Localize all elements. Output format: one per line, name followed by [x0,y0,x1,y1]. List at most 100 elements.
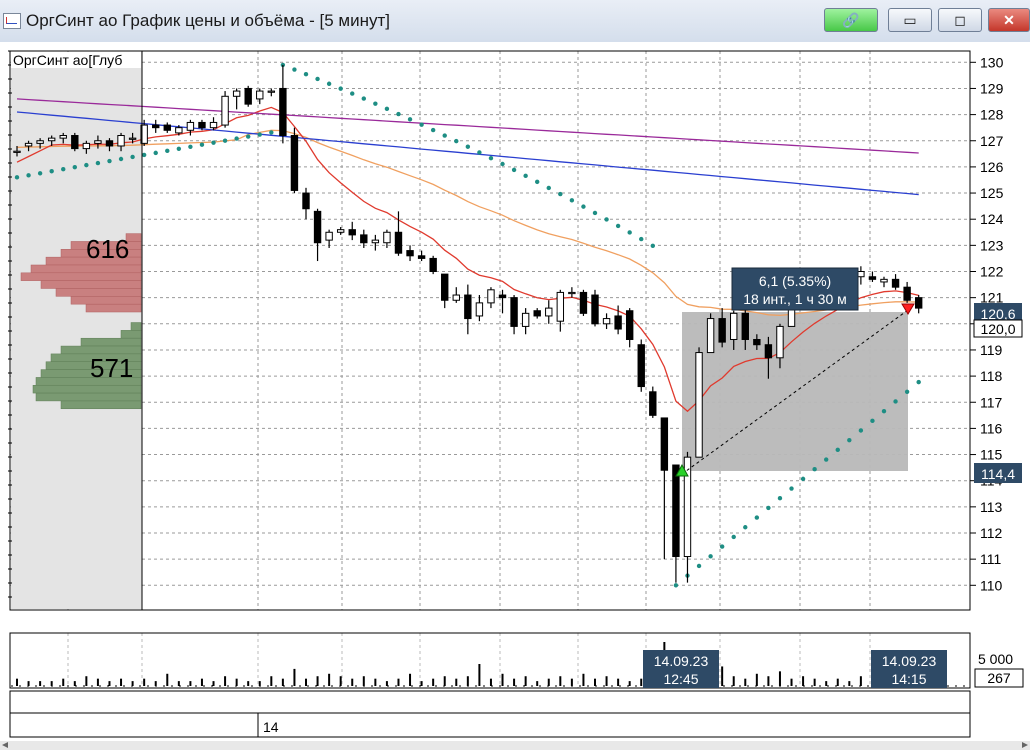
date-label: 14 [263,719,279,735]
sar-dot [558,191,563,197]
sar-dot [407,117,413,122]
sar-dot [592,210,598,216]
y-tick-label: 124 [980,211,1004,227]
candle-body [730,312,738,340]
candle-body [209,121,218,129]
candle-body [718,318,726,343]
sar-dot [141,152,147,158]
sar-dot [442,133,447,138]
sar-dot [257,132,262,137]
candle-body [510,297,518,327]
sar-dot [777,496,783,501]
sar-dot [361,96,366,101]
candle-body [383,231,391,244]
candle-body [741,312,749,340]
sar-dot [673,583,679,588]
candle-body [371,239,380,244]
sar-dot [49,169,54,174]
candle-body [267,90,276,93]
candle-body [429,257,437,273]
window-title: ОргСинт ао График цены и объёма - [5 мин… [26,11,390,30]
sar-dot [118,156,124,162]
price-label-top [974,303,1022,323]
y-tick-label: 111 [980,551,1001,567]
candle-body [360,234,368,244]
sar-dot [696,563,702,569]
price-volume-chart[interactable]: 616 571 6,1 (5.35%) 18 инт., 1 ч 30 м 130… [0,42,1030,750]
candle-body [152,124,160,129]
chart-app-icon [3,13,21,29]
sar-dot [870,418,875,424]
sar-dot [546,185,551,191]
sar-dot [754,515,760,520]
ask-bar [20,272,142,281]
price-label-entry [974,463,1022,483]
candle-body [290,135,299,191]
y-tick-label: 110 [980,577,1003,593]
bid-bar [35,392,142,402]
y-tick-label: 130 [980,54,1004,70]
sar-dot [719,544,725,549]
sar-dot [350,91,355,96]
candle-body [475,302,484,317]
candle-body [24,142,33,147]
sar-dot [338,86,343,91]
y-tick-label: 126 [980,159,1004,175]
sar-dot [535,179,540,185]
ask-bar [30,264,142,274]
sar-dot [107,158,112,164]
candle-body [302,192,310,210]
link-button[interactable]: 🔗 [824,8,878,32]
link-icon: 🔗 [842,12,860,28]
sar-dot [511,167,517,173]
price-label-bottom-text: 120,0 [980,321,1015,337]
candle-body [244,87,252,105]
y-tick-label: 116 [980,420,1003,436]
minimize-button[interactable]: ▭ [888,8,932,32]
horizontal-scrollbar[interactable] [0,741,1030,750]
candle-body [128,137,137,140]
candle-body [417,255,426,259]
candle-body [71,135,79,150]
sar-dot [858,428,864,433]
cursor-2-date: 14.09.23 [882,653,937,669]
close-button[interactable]: ✕ [988,8,1030,32]
cursor-2-time: 14:15 [891,671,926,687]
orderbook-bid-total: 571 [90,353,133,383]
price-label-top-text: 120,6 [980,306,1015,322]
candle-body [637,344,645,388]
candle-body [602,318,611,325]
candle-body [556,291,565,322]
candle-body [487,289,495,304]
volume-current-label: 267 [987,670,1011,686]
sar-dot [315,76,320,82]
entry-marker-up [675,463,689,477]
candle-body [163,124,171,131]
sar-dot [708,554,713,559]
candle-body [776,325,784,359]
candle-body [914,297,923,309]
sar-dot [650,243,655,248]
exit-marker-down [901,303,915,315]
candle-body [545,307,553,317]
ask-bar [85,303,142,313]
y-tick-label: 125 [980,185,1004,201]
sar-dot [615,223,621,229]
candle-body [753,338,761,346]
candle-body [175,127,183,134]
candle-body [464,294,472,320]
sar-dot [95,160,101,166]
candle-body [336,229,345,233]
sar-dot [326,81,332,86]
sar-dot [222,138,228,143]
cursor-1-date: 14.09.23 [654,653,709,669]
y-tick-label: 117 [980,394,1003,410]
sar-dot [789,486,794,491]
sar-dot [465,144,471,149]
candle-body [498,294,507,299]
maximize-button[interactable]: ◻ [938,8,982,32]
ask-bar [70,296,142,305]
sar-dot [523,173,528,179]
y-tick-label: 115 [980,447,1003,463]
sar-dot [130,154,135,160]
